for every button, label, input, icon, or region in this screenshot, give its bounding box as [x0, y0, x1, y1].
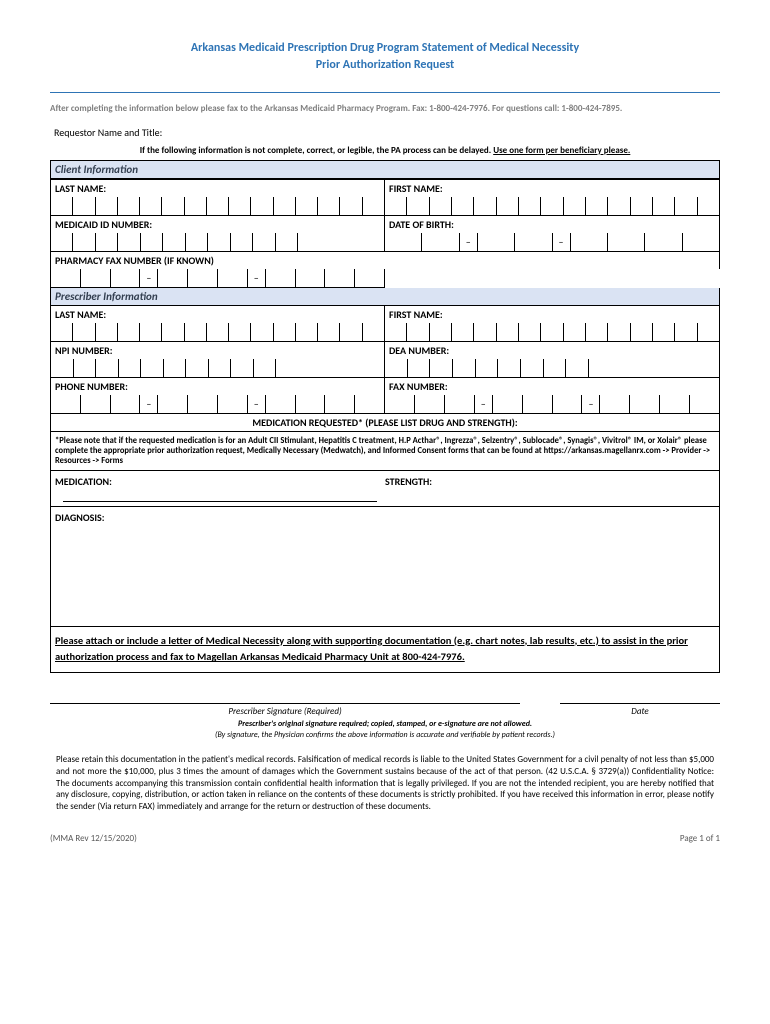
last-name-cells[interactable] [50, 197, 385, 216]
phone-label: PHONE NUMBER: [50, 378, 385, 395]
warning-text: If the following information is not comp… [50, 145, 720, 156]
diagnosis-field[interactable]: DIAGNOSIS: [50, 507, 720, 627]
medicaid-id-label: MEDICAID ID NUMBER: [50, 216, 385, 233]
p-last-name-label: LAST NAME: [50, 306, 385, 323]
footer-rev: (MMA Rev 12/15/2020) [50, 833, 137, 844]
prescriber-info-header: Prescriber Information [50, 288, 720, 306]
signature-line[interactable]: Prescriber Signature (Required) [50, 703, 520, 717]
dea-label: DEA NUMBER: [385, 342, 720, 359]
medicaid-id-cells[interactable] [50, 233, 385, 252]
phone-cells[interactable]: –– [50, 395, 385, 414]
p-first-name-cells[interactable] [385, 323, 720, 342]
footer: (MMA Rev 12/15/2020) Page 1 of 1 [50, 833, 720, 844]
first-name-cells[interactable] [385, 197, 720, 216]
med-fields: MEDICATION: STRENGTH: [50, 471, 720, 507]
first-name-label: FIRST NAME: [385, 179, 720, 197]
footer-page: Page 1 of 1 [680, 833, 720, 844]
dob-cells[interactable]: –– [385, 233, 720, 252]
npi-label: NPI NUMBER: [50, 342, 385, 359]
dea-cells[interactable] [385, 359, 720, 378]
medication-input[interactable] [63, 488, 377, 502]
client-info-header: Client Information [50, 160, 720, 179]
p-first-name-label: FIRST NAME: [385, 306, 720, 323]
divider [50, 92, 720, 93]
med-note: *Please note that if the requested medic… [50, 432, 720, 471]
title-line1: Arkansas Medicaid Prescription Drug Prog… [50, 40, 720, 57]
med-requested-header: MEDICATION REQUESTED* (PLEASE LIST DRUG … [50, 414, 720, 432]
p-last-name-cells[interactable] [50, 323, 385, 342]
pharmacy-fax-cells[interactable]: –– [50, 269, 385, 288]
date-line[interactable]: Date [560, 703, 720, 717]
fax-cells[interactable]: –– [385, 395, 720, 414]
pharmacy-fax-label: PHARMACY FAX NUMBER (IF KNOWN) [50, 252, 720, 269]
sig-note: Prescriber's original signature required… [50, 719, 720, 729]
last-name-label: LAST NAME: [50, 179, 385, 197]
dob-label: DATE OF BIRTH: [385, 216, 720, 233]
fax-instructions: After completing the information below p… [50, 103, 720, 114]
sig-note2: (By signature, the Physician confirms th… [50, 730, 720, 740]
title-line2: Prior Authorization Request [50, 57, 720, 74]
signature-area: Prescriber Signature (Required) Date [50, 703, 720, 717]
requestor-label: Requestor Name and Title: [50, 126, 720, 139]
npi-cells[interactable] [50, 359, 385, 378]
fax-label: FAX NUMBER: [385, 378, 720, 395]
disclaimer: Please retain this documentation in the … [50, 754, 720, 812]
attach-note: Please attach or include a letter of Med… [50, 627, 720, 674]
form-title: Arkansas Medicaid Prescription Drug Prog… [50, 40, 720, 74]
